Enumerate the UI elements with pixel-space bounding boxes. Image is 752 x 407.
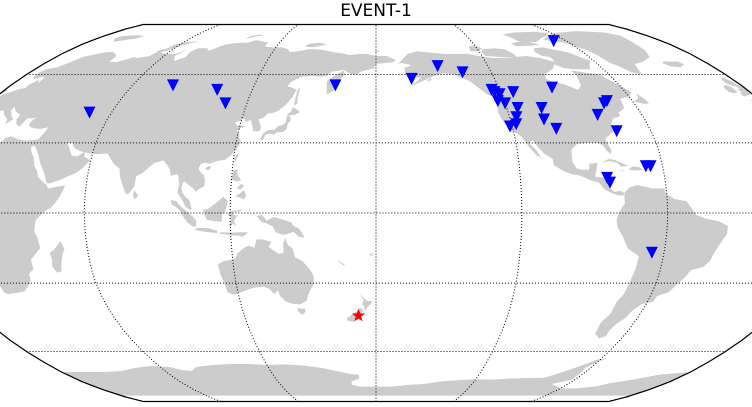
land-alaska-south-isl [426,78,432,82]
station-marker [535,102,548,114]
station-marker [550,122,563,135]
land-java [194,227,218,234]
land-luzon [231,169,242,182]
map-border [0,23,752,403]
land-svalbard [114,35,145,42]
land-jamaica [619,170,625,172]
land-greenland [543,31,650,75]
land-wrangel [373,50,381,53]
station-marker [507,86,520,99]
land-south-america [595,185,728,339]
land-hispaniola [628,166,644,171]
station-marker [219,97,232,110]
station-marker [493,88,506,101]
land-taiwan [233,153,239,162]
land-timor [240,232,249,238]
land-antarctica [376,358,752,396]
land-banks-isl [468,45,482,52]
land-puerto-rico [646,169,650,171]
station-marker [591,108,604,121]
land-nz-north [359,293,373,311]
land-antarctica [0,358,376,396]
map-title: EVENT-1 [340,1,412,21]
station-marker [645,246,658,259]
land-madagascar [49,241,65,273]
land-novaya-zemlya [156,41,200,54]
station-marker [610,125,623,138]
meridian-line [453,24,523,402]
land-devon-arctic [510,42,541,47]
land-mindanao [235,190,247,200]
land-iceland [662,61,684,68]
station-marker [538,113,550,126]
land-japan [259,116,291,141]
land-ellesmere [502,31,549,42]
land-arabia-gulf-fix [35,135,91,184]
station-marker [604,176,616,189]
land-africa [0,125,65,295]
land-victoria-isl [481,48,517,57]
land-cuba [602,159,629,167]
station-marker [598,97,610,110]
land-uk [720,77,752,97]
land-ireland [723,84,738,94]
land-visayas [236,183,245,190]
station-marker [546,81,558,94]
meridian-line [229,24,299,402]
meridian-line [531,24,669,402]
land-borneo [203,196,228,222]
land-layer [0,31,752,396]
station-marker [547,35,560,48]
land-sri-lanka [133,190,138,199]
station-markers [83,35,658,259]
land-newfoundland [633,93,650,104]
land-sakhalin [293,87,300,106]
station-marker [167,79,179,92]
station-marker [83,106,96,119]
land-sumatra [170,200,197,227]
land-new-caledonia [337,260,346,266]
event-star-marker [351,308,366,322]
station-marker [511,102,524,114]
land-hainan [205,166,212,171]
station-marker [329,79,342,92]
station-marker [504,120,516,133]
station-marker [456,66,469,79]
station-marker [499,97,512,110]
station-marker [431,60,444,73]
land-new-siberian [304,42,327,48]
land-baffin [534,47,591,70]
land-halmahera [248,207,251,215]
land-tasmania [297,308,306,315]
land-scandinavia-south [38,62,93,85]
land-severnaya [244,34,264,40]
station-marker [211,83,224,96]
meridian-line [83,24,221,402]
station-marker [510,111,523,124]
land-fiji [369,253,373,256]
land-hokkaido [287,107,301,117]
station-marker [644,160,657,173]
land-australia [217,238,314,305]
land-sulawesi [227,209,243,227]
event-markers [351,308,366,322]
station-marker [405,72,418,85]
land-new-guinea [256,214,305,238]
land-lesser-sunda [218,232,248,236]
